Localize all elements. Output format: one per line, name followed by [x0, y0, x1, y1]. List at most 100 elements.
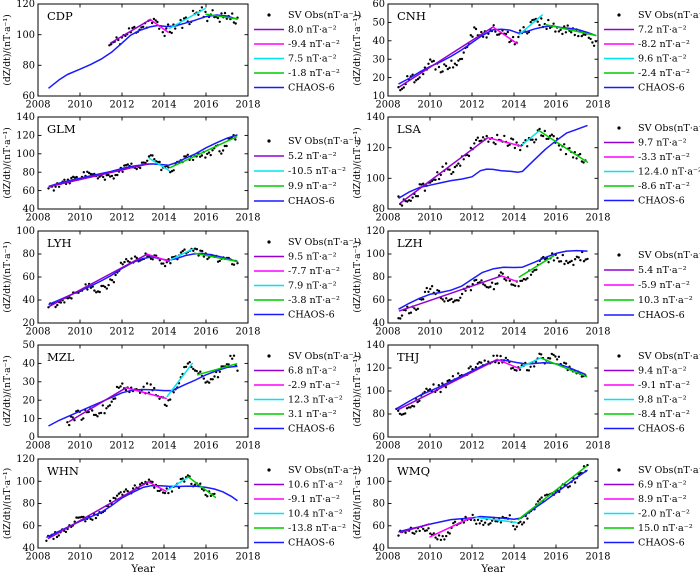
legend: SV Obs(nT·a⁻¹) 9.7 nT·a⁻² -3.3 nT·a⁻² 12.4.…	[604, 123, 700, 207]
obs-dot	[524, 278, 527, 281]
y-tick-label: 20	[23, 395, 35, 406]
obs-dot	[575, 255, 579, 258]
x-tick-label: 2008	[376, 100, 401, 111]
obs-dot	[522, 277, 526, 281]
obs-dot	[462, 158, 465, 161]
obs-dot	[121, 263, 124, 266]
obs-dot	[584, 258, 587, 261]
legend-label: 9.7 nT·a⁻²	[638, 138, 687, 149]
legend-label: 6.9 nT·a⁻²	[638, 480, 687, 491]
legend-dot-marker	[617, 468, 621, 472]
obs-dot	[418, 76, 421, 79]
obs-dot	[163, 264, 167, 268]
obs-dot	[172, 169, 175, 172]
x-tick-label: 2018	[236, 552, 261, 563]
obs-dot	[142, 385, 145, 388]
obs-dot	[564, 362, 568, 365]
x-tick-label: 2012	[460, 552, 485, 563]
obs-dot	[188, 22, 191, 26]
y-tick-label: 60	[23, 272, 35, 283]
station-label: LZH	[397, 236, 423, 250]
panel-THJ: 2008 2010 2012 2014 2016 2018 60 80 100 120 140 THJ…	[352, 340, 700, 451]
obs-dot	[234, 22, 237, 25]
obs-dot	[529, 20, 532, 24]
obs-dot	[186, 153, 189, 156]
legend-label: CHAOS-6	[288, 424, 335, 435]
x-tick-label: 2010	[418, 441, 443, 452]
obs-dot	[160, 168, 163, 172]
obs-dot	[124, 388, 128, 392]
obs-dot	[218, 259, 221, 263]
obs-dot	[114, 397, 117, 400]
y-axis-label: (dZ/dt)/(nT·a⁻¹)	[2, 355, 13, 426]
x-tick-label: 2016	[544, 213, 569, 224]
legend-label: SV Obs(nT·a⁻¹)	[288, 237, 361, 248]
x-tick-label: 2018	[236, 100, 261, 111]
x-tick-label: 2014	[502, 213, 527, 224]
obs-dot	[476, 518, 480, 522]
obs-dot	[110, 174, 114, 178]
legend-label: SV Obs(nT·a⁻¹)	[288, 351, 361, 362]
panel-WHN: 2008 2010 2012 2014 2016 2018 40 60 80 100 120 WHN (…	[2, 454, 361, 575]
fit-segment-purple	[399, 523, 430, 534]
x-tick-label: 2014	[502, 441, 527, 452]
obs-dot	[577, 34, 580, 38]
x-tick-label: 2012	[110, 213, 135, 224]
obs-dot	[515, 525, 518, 528]
obs-dot	[535, 268, 538, 271]
obs-dot	[422, 298, 425, 301]
obs-dot	[536, 20, 539, 23]
x-tick-label: 2012	[460, 327, 485, 338]
obs-dot	[107, 405, 110, 408]
obs-dot	[519, 520, 522, 523]
obs-dot	[517, 285, 520, 288]
obs-dot	[91, 409, 94, 412]
obs-dot	[152, 17, 156, 21]
obs-dot	[455, 63, 458, 67]
obs-dot	[478, 361, 481, 364]
fit-segment-cyan	[519, 356, 543, 369]
obs-dot	[201, 249, 204, 253]
obs-dot	[197, 13, 200, 16]
obs-dot	[580, 34, 583, 38]
legend-label: SV Obs(nT·a⁻¹)	[638, 351, 700, 362]
obs-dot	[133, 25, 136, 29]
obs-dot	[564, 152, 568, 156]
obs-dot	[75, 175, 78, 179]
obs-dot	[70, 297, 73, 300]
obs-dot	[443, 63, 446, 66]
obs-dot	[568, 147, 571, 150]
obs-dot	[427, 62, 430, 65]
obs-dot	[181, 26, 184, 30]
obs-dot	[135, 167, 138, 171]
obs-dot	[485, 134, 488, 138]
y-tick-label: 100	[16, 30, 35, 41]
fit-segment-magenta	[500, 275, 518, 283]
obs-dot	[184, 365, 188, 368]
obs-dot	[492, 24, 495, 27]
obs-dot	[124, 488, 128, 491]
y-tick-label: 100	[16, 477, 35, 488]
obs-dot	[414, 79, 418, 82]
axes-box	[387, 344, 599, 438]
y-tick-label: 20	[373, 73, 385, 84]
obs-dot	[227, 363, 230, 366]
fit-segment-green	[538, 130, 589, 163]
legend-label: 10.3 nT·a⁻²	[638, 295, 693, 306]
obs-dot	[109, 175, 112, 178]
y-tick-label: 20	[23, 318, 35, 329]
obs-dot	[533, 18, 536, 21]
obs-dot	[192, 367, 195, 371]
obs-dot	[453, 165, 457, 169]
obs-dot	[471, 513, 474, 517]
chaos6-line	[48, 365, 238, 427]
legend-label: CHAOS-6	[288, 538, 335, 549]
obs-dot	[165, 27, 168, 30]
obs-dot	[133, 255, 137, 258]
obs-dot	[437, 65, 441, 69]
fit-segment-green	[205, 13, 239, 20]
x-tick-label: 2010	[68, 100, 93, 111]
y-axis-label: (dZ/dt)/(nT·a⁻¹)	[2, 241, 13, 312]
obs-dot	[397, 317, 400, 320]
obs-dot	[89, 172, 93, 176]
